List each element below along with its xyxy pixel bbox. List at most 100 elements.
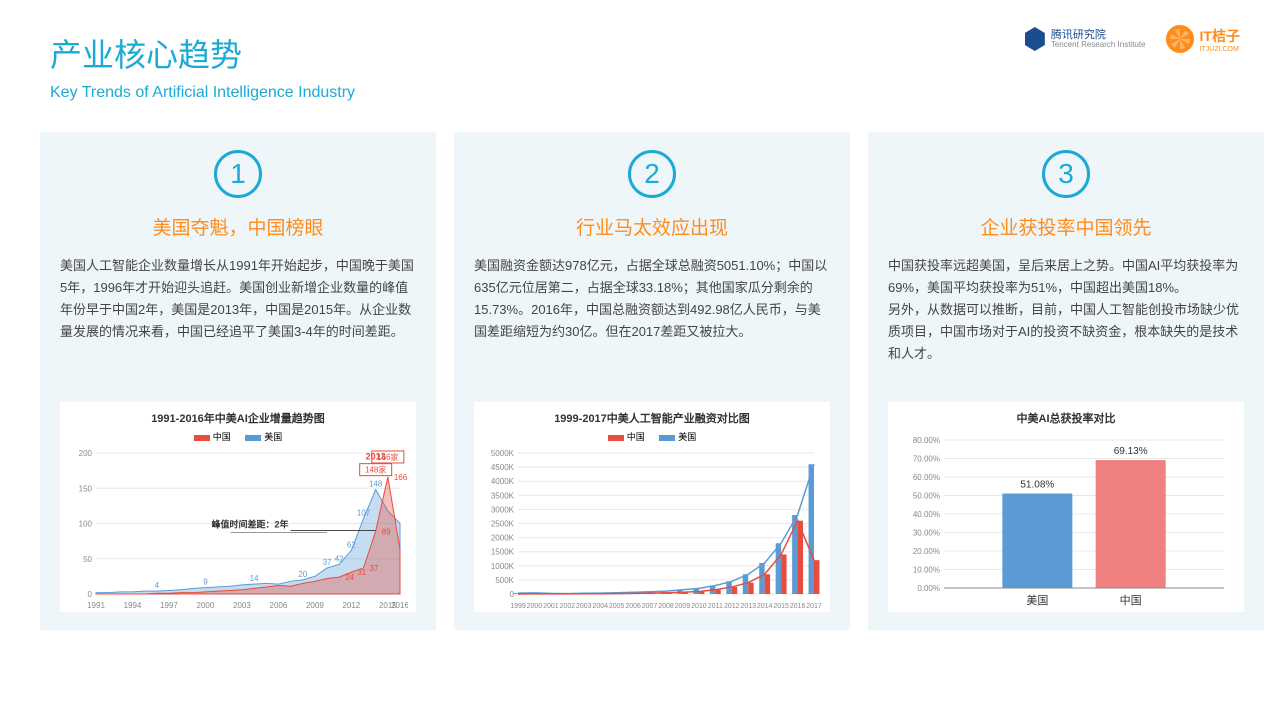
svg-text:1500K: 1500K [491,548,515,557]
svg-text:1999: 1999 [510,603,526,610]
tencent-logo: 腾讯研究院 Tencent Research Institute [1025,27,1146,51]
svg-text:50: 50 [83,555,92,564]
svg-text:2009: 2009 [306,601,324,610]
tencent-name-en: Tencent Research Institute [1051,41,1146,50]
svg-text:1994: 1994 [124,601,142,610]
card-2-number: 2 [628,150,676,198]
svg-text:2009: 2009 [675,603,691,610]
itjuzi-sub: ITJUZI.COM [1200,46,1240,53]
svg-text:50.00%: 50.00% [913,492,940,501]
svg-text:500K: 500K [495,576,514,585]
chart-2-title: 1999-2017中美人工智能产业融资对比图 [482,410,822,426]
svg-text:89: 89 [382,527,391,536]
svg-text:166家: 166家 [377,452,398,462]
chart-1: 1991-2016年中美AI企业增量趋势图 中国 美国 0 50 100 150 200… [60,402,416,612]
svg-text:2004: 2004 [592,603,608,610]
svg-text:40.00%: 40.00% [913,510,940,519]
svg-text:80.00%: 80.00% [913,436,940,445]
svg-text:200: 200 [79,449,93,458]
svg-text:62: 62 [347,540,356,549]
chart-1-legend: 中国 美国 [68,430,408,443]
svg-text:0: 0 [88,590,93,599]
svg-text:2000: 2000 [197,601,215,610]
chart-1-title: 1991-2016年中美AI企业增量趋势图 [68,410,408,426]
tencent-text: 腾讯研究院 Tencent Research Institute [1051,29,1146,50]
svg-text:1991: 1991 [87,601,105,610]
itjuzi-logo: IT桔子 ITJUZI.COM [1166,25,1240,53]
svg-text:20: 20 [298,570,307,579]
svg-text:3000K: 3000K [491,505,515,514]
svg-text:2003: 2003 [233,601,251,610]
svg-text:14: 14 [250,574,259,583]
tencent-name-cn: 腾讯研究院 [1051,29,1146,41]
svg-text:2014: 2014 [757,603,773,610]
svg-text:37: 37 [370,564,379,573]
svg-text:166: 166 [394,473,408,482]
svg-text:2003: 2003 [576,603,592,610]
card-1-body: 美国人工智能企业数量增长从1991年开始起步，中国晚于美国5年，1996年才开始… [60,255,416,390]
svg-text:107: 107 [357,509,371,518]
legend2-china: 中国 [627,432,645,442]
header: 产业核心趋势 Key Trends of Artificial Intellig… [0,0,1280,112]
svg-text:70.00%: 70.00% [913,455,940,464]
legend-usa: 美国 [264,432,282,442]
svg-text:1997: 1997 [160,601,178,610]
card-3-body: 中国获投率远超美国，呈后来居上之势。中国AI平均获投率为69%，美国平均获投率为… [888,255,1244,390]
svg-text:2017: 2017 [806,603,822,610]
svg-text:2006: 2006 [625,603,641,610]
legend-china: 中国 [213,432,231,442]
chart-1-svg: 0 50 100 150 200 1991 1994 1997 2000 2003 2006 2009… [68,447,408,612]
svg-text:峰值时间差距：2年: 峰值时间差距：2年 [212,519,289,530]
card-3-title: 企业获投率中国领先 [888,213,1244,240]
svg-text:4500K: 4500K [491,463,515,472]
svg-text:2000K: 2000K [491,534,515,543]
svg-text:2000: 2000 [527,603,543,610]
svg-text:2008: 2008 [658,603,674,610]
card-2-body: 美国融资金额达978亿元，占据全球总融资5051.10%；中国以635亿元位居第… [474,255,830,390]
svg-text:51.08%: 51.08% [1020,480,1054,491]
page-title-en: Key Trends of Artificial Intelligence In… [50,84,1230,102]
itjuzi-text: IT桔子 ITJUZI.COM [1200,26,1240,53]
svg-text:69.13%: 69.13% [1114,446,1148,457]
svg-text:24: 24 [345,573,354,582]
card-3-number: 3 [1042,150,1090,198]
svg-text:2001: 2001 [543,603,559,610]
svg-text:中国: 中国 [1120,594,1142,607]
svg-text:2012: 2012 [342,601,360,610]
svg-text:20.00%: 20.00% [913,547,940,556]
svg-text:2005: 2005 [609,603,625,610]
chart-3-svg: 0.00%10.00%20.00%30.00%40.00%50.00%60.00… [896,430,1236,610]
svg-text:2010: 2010 [691,603,707,610]
svg-text:4000K: 4000K [491,477,515,486]
chart-3: 中美AI总获投率对比 0.00%10.00%20.00%30.00%40.00%… [888,402,1244,612]
svg-text:1000K: 1000K [491,562,515,571]
svg-text:2012: 2012 [724,603,740,610]
svg-text:2500K: 2500K [491,520,515,529]
svg-text:148: 148 [369,480,383,489]
card-1-number: 1 [214,150,262,198]
card-3: 3 企业获投率中国领先 中国获投率远超美国，呈后来居上之势。中国AI平均获投率为… [868,132,1264,630]
logo-area: 腾讯研究院 Tencent Research Institute IT桔子 IT… [1025,25,1240,53]
card-1-title: 美国夺魁，中国榜眼 [60,213,416,240]
card-2: 2 行业马太效应出现 美国融资金额达978亿元，占据全球总融资5051.10%；… [454,132,850,630]
chart-3-title: 中美AI总获投率对比 [896,410,1236,426]
svg-text:2007: 2007 [642,603,658,610]
svg-text:2015: 2015 [378,447,398,449]
svg-text:2002: 2002 [560,603,576,610]
svg-text:37: 37 [323,558,332,567]
svg-text:9: 9 [203,578,208,587]
svg-text:42: 42 [335,554,344,563]
svg-text:2015: 2015 [773,603,789,610]
cards-row: 1 美国夺魁，中国榜眼 美国人工智能企业数量增长从1991年开始起步，中国晚于美… [0,112,1280,650]
svg-text:2006: 2006 [270,601,288,610]
card-2-title: 行业马太效应出现 [474,213,830,240]
chart-2: 1999-2017中美人工智能产业融资对比图 中国 美国 0500K1000K1… [474,402,830,612]
itjuzi-icon [1166,25,1194,53]
svg-text:10.00%: 10.00% [913,566,940,575]
svg-text:3500K: 3500K [491,491,515,500]
svg-text:100: 100 [79,520,93,529]
svg-text:150: 150 [79,484,93,493]
svg-text:31: 31 [357,568,366,577]
svg-text:0: 0 [510,590,515,599]
tencent-icon [1025,27,1045,51]
